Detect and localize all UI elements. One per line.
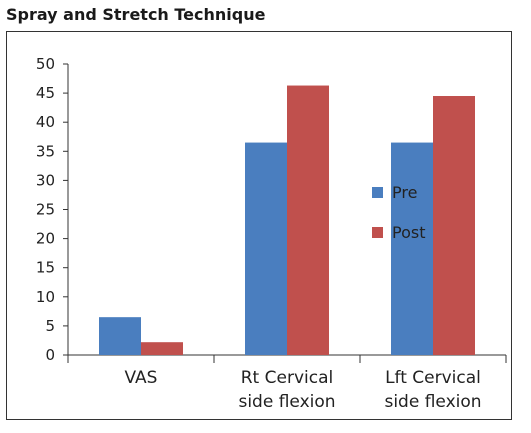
y-tick-label: 15 xyxy=(36,259,55,277)
category-label: side flexion xyxy=(384,392,481,412)
y-tick-label: 40 xyxy=(36,113,55,131)
bar-pre-2 xyxy=(391,142,433,355)
legend-swatch-post xyxy=(372,227,383,238)
y-tick-label: 50 xyxy=(36,55,55,73)
y-tick-label: 45 xyxy=(36,84,55,102)
chart-frame xyxy=(6,31,512,420)
chart-bars xyxy=(99,85,475,355)
legend-label-post: Post xyxy=(392,223,425,242)
category-label: side flexion xyxy=(238,392,335,412)
y-tick-label: 35 xyxy=(36,142,55,160)
category-label: Rt Cervical xyxy=(241,368,333,388)
y-tick-label: 30 xyxy=(36,171,55,189)
legend-swatch-pre xyxy=(372,187,383,198)
legend-label-pre: Pre xyxy=(392,183,417,202)
chart-legend: Pre Post xyxy=(372,183,425,242)
bar-post-1 xyxy=(287,85,329,355)
y-tick-label: 20 xyxy=(36,230,55,248)
bar-pre-1 xyxy=(245,142,287,355)
y-tick-label: 0 xyxy=(45,346,55,364)
bar-post-2 xyxy=(433,96,475,355)
y-tick-label: 5 xyxy=(45,317,55,335)
category-label: Lft Cervical xyxy=(385,368,481,388)
bar-pre-0 xyxy=(99,317,141,355)
chart-labels: 0 5 10 15 20 25 30 35 40 45 50 VAS Rt Cervical side f… xyxy=(36,55,482,412)
category-label: VAS xyxy=(125,368,158,388)
y-tick-label: 25 xyxy=(36,201,55,219)
chart-title: Spray and Stretch Technique xyxy=(6,5,266,24)
bar-post-0 xyxy=(141,342,183,355)
y-tick-label: 10 xyxy=(36,288,55,306)
